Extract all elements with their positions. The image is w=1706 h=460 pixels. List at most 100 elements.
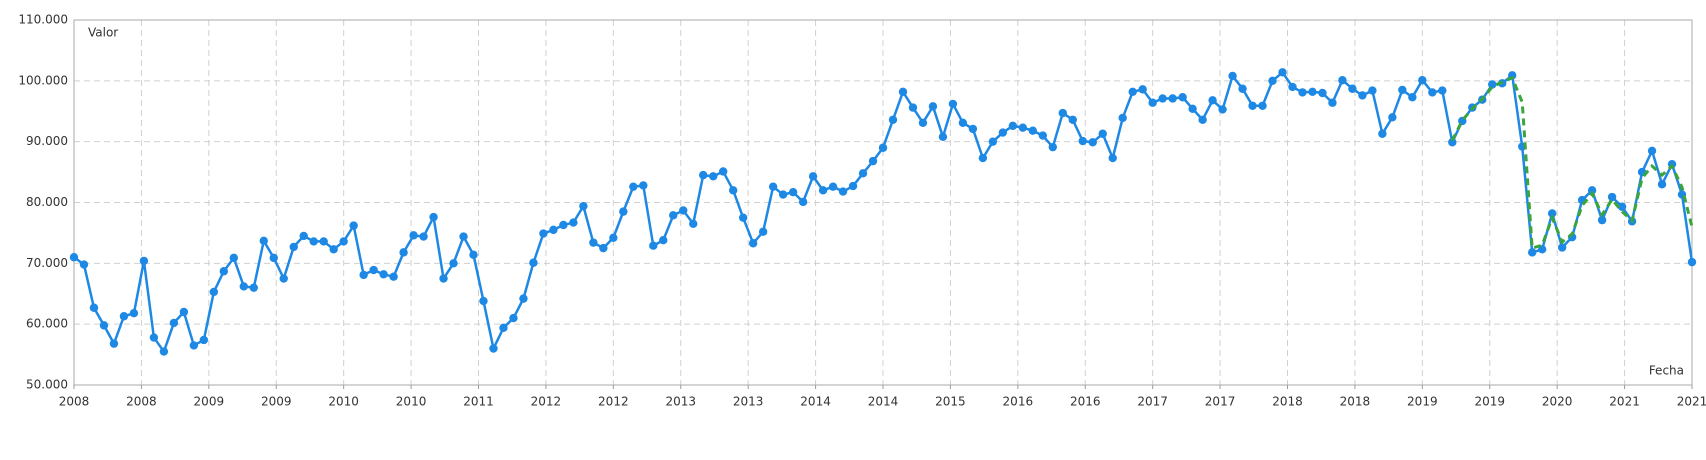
data-point xyxy=(1048,142,1057,152)
data-point xyxy=(758,227,768,236)
data-point xyxy=(539,229,548,238)
data-point xyxy=(469,250,478,260)
data-point xyxy=(768,182,778,191)
x-tick-label: 2009 xyxy=(194,395,225,409)
data-point xyxy=(888,115,898,124)
data-point xyxy=(718,167,728,176)
data-point xyxy=(1068,115,1077,124)
data-point xyxy=(1348,84,1357,93)
x-tick-label: 2008 xyxy=(126,395,157,409)
data-point xyxy=(1607,192,1617,202)
data-point xyxy=(279,274,288,283)
data-point xyxy=(748,239,758,248)
data-point xyxy=(968,124,978,134)
data-point xyxy=(1597,215,1607,225)
data-point xyxy=(499,323,508,333)
x-tick-label: 2018 xyxy=(1340,395,1371,409)
series-line xyxy=(1450,75,1694,251)
data-point xyxy=(778,190,788,199)
data-point xyxy=(219,267,229,276)
data-point xyxy=(938,132,948,141)
data-point xyxy=(329,245,338,254)
data-point xyxy=(89,303,99,312)
data-point xyxy=(868,156,878,166)
data-point xyxy=(1218,105,1227,114)
data-point xyxy=(299,231,308,241)
x-tick-label: 2011 xyxy=(463,395,494,409)
x-tick-label: 2020 xyxy=(1542,395,1573,409)
data-point xyxy=(429,212,438,222)
data-point xyxy=(1298,88,1307,97)
x-tick-label: 2021 xyxy=(1677,395,1706,409)
x-tick-label: 2021 xyxy=(1609,395,1640,409)
data-point xyxy=(129,309,139,318)
data-point xyxy=(389,272,398,281)
x-axis-label: Fecha xyxy=(1649,364,1684,378)
data-point xyxy=(848,181,858,191)
y-tick-label: 100.000 xyxy=(18,73,68,87)
data-point xyxy=(139,256,149,266)
data-point xyxy=(1268,76,1277,86)
data-point xyxy=(1398,85,1407,95)
data-point xyxy=(808,172,818,181)
data-point xyxy=(1587,186,1597,195)
data-point xyxy=(948,99,958,109)
data-point xyxy=(119,312,129,321)
data-point xyxy=(439,274,448,283)
data-point xyxy=(1078,136,1087,146)
data-point xyxy=(349,221,358,230)
data-point xyxy=(599,243,608,253)
x-tick-label: 2012 xyxy=(598,395,629,409)
data-point xyxy=(1018,123,1028,132)
data-point xyxy=(199,335,209,345)
data-point xyxy=(79,260,89,269)
data-point xyxy=(269,253,278,263)
data-point xyxy=(169,318,179,328)
data-point xyxy=(619,207,628,216)
data-point xyxy=(828,182,838,191)
data-point xyxy=(1378,129,1387,138)
y-tick-label: 80.000 xyxy=(26,195,68,209)
data-point xyxy=(1308,87,1317,96)
data-point xyxy=(1228,71,1237,81)
data-point xyxy=(589,238,598,247)
data-point xyxy=(659,236,668,245)
data-point xyxy=(838,187,848,196)
data-point xyxy=(1098,129,1107,138)
data-point xyxy=(1128,87,1137,96)
data-point xyxy=(1488,80,1497,89)
data-point xyxy=(489,344,498,353)
y-tick-label: 50.000 xyxy=(26,378,68,392)
data-point xyxy=(1657,180,1667,189)
data-point xyxy=(359,270,368,280)
y-tick-label: 70.000 xyxy=(26,256,68,270)
data-point xyxy=(229,253,239,263)
data-point xyxy=(978,153,988,163)
x-tick-label: 2013 xyxy=(733,395,764,409)
data-point xyxy=(669,211,678,220)
x-tick-label: 2013 xyxy=(665,395,696,409)
data-point xyxy=(1258,101,1267,110)
data-point xyxy=(339,237,348,246)
data-point xyxy=(1527,248,1537,257)
y-tick-label: 60.000 xyxy=(26,317,68,331)
data-point xyxy=(1687,257,1697,267)
data-point xyxy=(1418,76,1427,85)
x-tick-label: 2019 xyxy=(1474,395,1505,409)
data-point xyxy=(449,259,458,268)
data-point xyxy=(1188,104,1197,114)
data-point xyxy=(1617,202,1627,211)
x-tick-label: 2017 xyxy=(1205,395,1236,409)
x-tick-label: 2010 xyxy=(328,395,359,409)
data-point xyxy=(549,225,558,235)
data-point xyxy=(409,231,418,240)
data-point xyxy=(1008,121,1018,131)
data-point xyxy=(69,253,79,262)
data-point xyxy=(1118,113,1127,123)
data-point xyxy=(958,118,968,128)
x-tick-label: 2015 xyxy=(935,395,966,409)
data-point xyxy=(898,87,908,96)
data-point xyxy=(1647,146,1657,155)
